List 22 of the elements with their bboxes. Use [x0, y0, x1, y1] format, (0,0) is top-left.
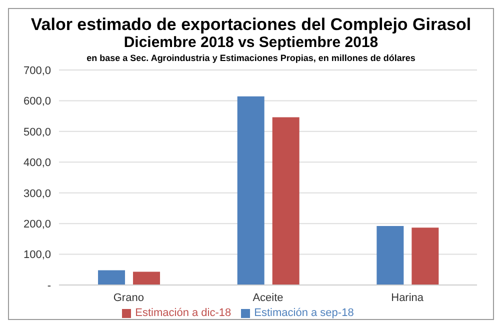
bar [237, 96, 264, 285]
bar [412, 228, 439, 285]
y-tick-label: 400,0 [23, 157, 51, 170]
text: en base a Sec. Agroindustria y Estimaciones Propias, en millones de dólares [86, 52, 416, 64]
y-tick-label: 300,0 [23, 188, 51, 200]
bar [376, 226, 404, 285]
chart-subtitle: Diciembre 2018 vs Septiembre 2018 [122, 34, 380, 52]
legend-label: Estimación a sep-18 [254, 307, 354, 319]
y-tick-label: - [47, 280, 52, 292]
bar [98, 270, 126, 285]
x-tick-label: Aceite [252, 292, 284, 304]
x-tick-label: Grano [113, 292, 144, 304]
legend-label: Estimación a dic-18 [135, 307, 232, 319]
y-tick-label: 500,0 [23, 126, 51, 138]
y-tick-label: 100,0 [23, 249, 51, 262]
y-tick-label: 200,0 [23, 218, 51, 230]
y-tick-label: 600,0 [23, 96, 51, 108]
y-tick-label: 700,0 [23, 64, 51, 77]
bar [272, 117, 300, 285]
x-tick-label: Harina [391, 292, 424, 304]
bar [133, 272, 160, 285]
chart-title: Valor estimado de exportaciones del Complejo Girasol [30, 15, 472, 34]
